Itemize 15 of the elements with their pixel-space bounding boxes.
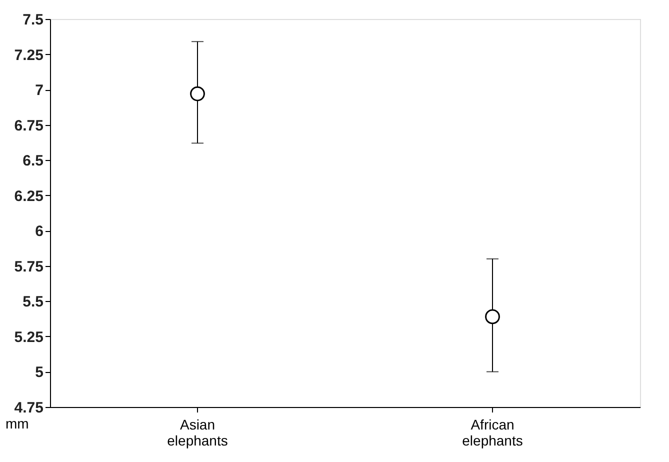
y-tick-label: 6.5 [22,152,44,170]
y-tick-label: 7.25 [14,46,44,64]
y-tick-label: 5.5 [22,294,44,311]
y-tick-label: 5.25 [14,328,44,346]
y-tick-label: 4.75 [14,400,44,416]
y-tick-label: 6.75 [14,117,44,134]
y-tick-label: 7.5 [22,12,44,28]
y-tick-label: 5 [35,364,44,382]
y-axis-title: mm [6,416,29,432]
y-tick-label: 5.75 [14,258,44,276]
x-tick-label: African elephants [462,416,523,448]
y-tick-label: 6 [35,223,44,240]
y-tick-label: 7 [35,82,44,100]
y-tick-label: 6.25 [14,188,44,205]
x-tick-label: Asian elephants [167,416,228,448]
